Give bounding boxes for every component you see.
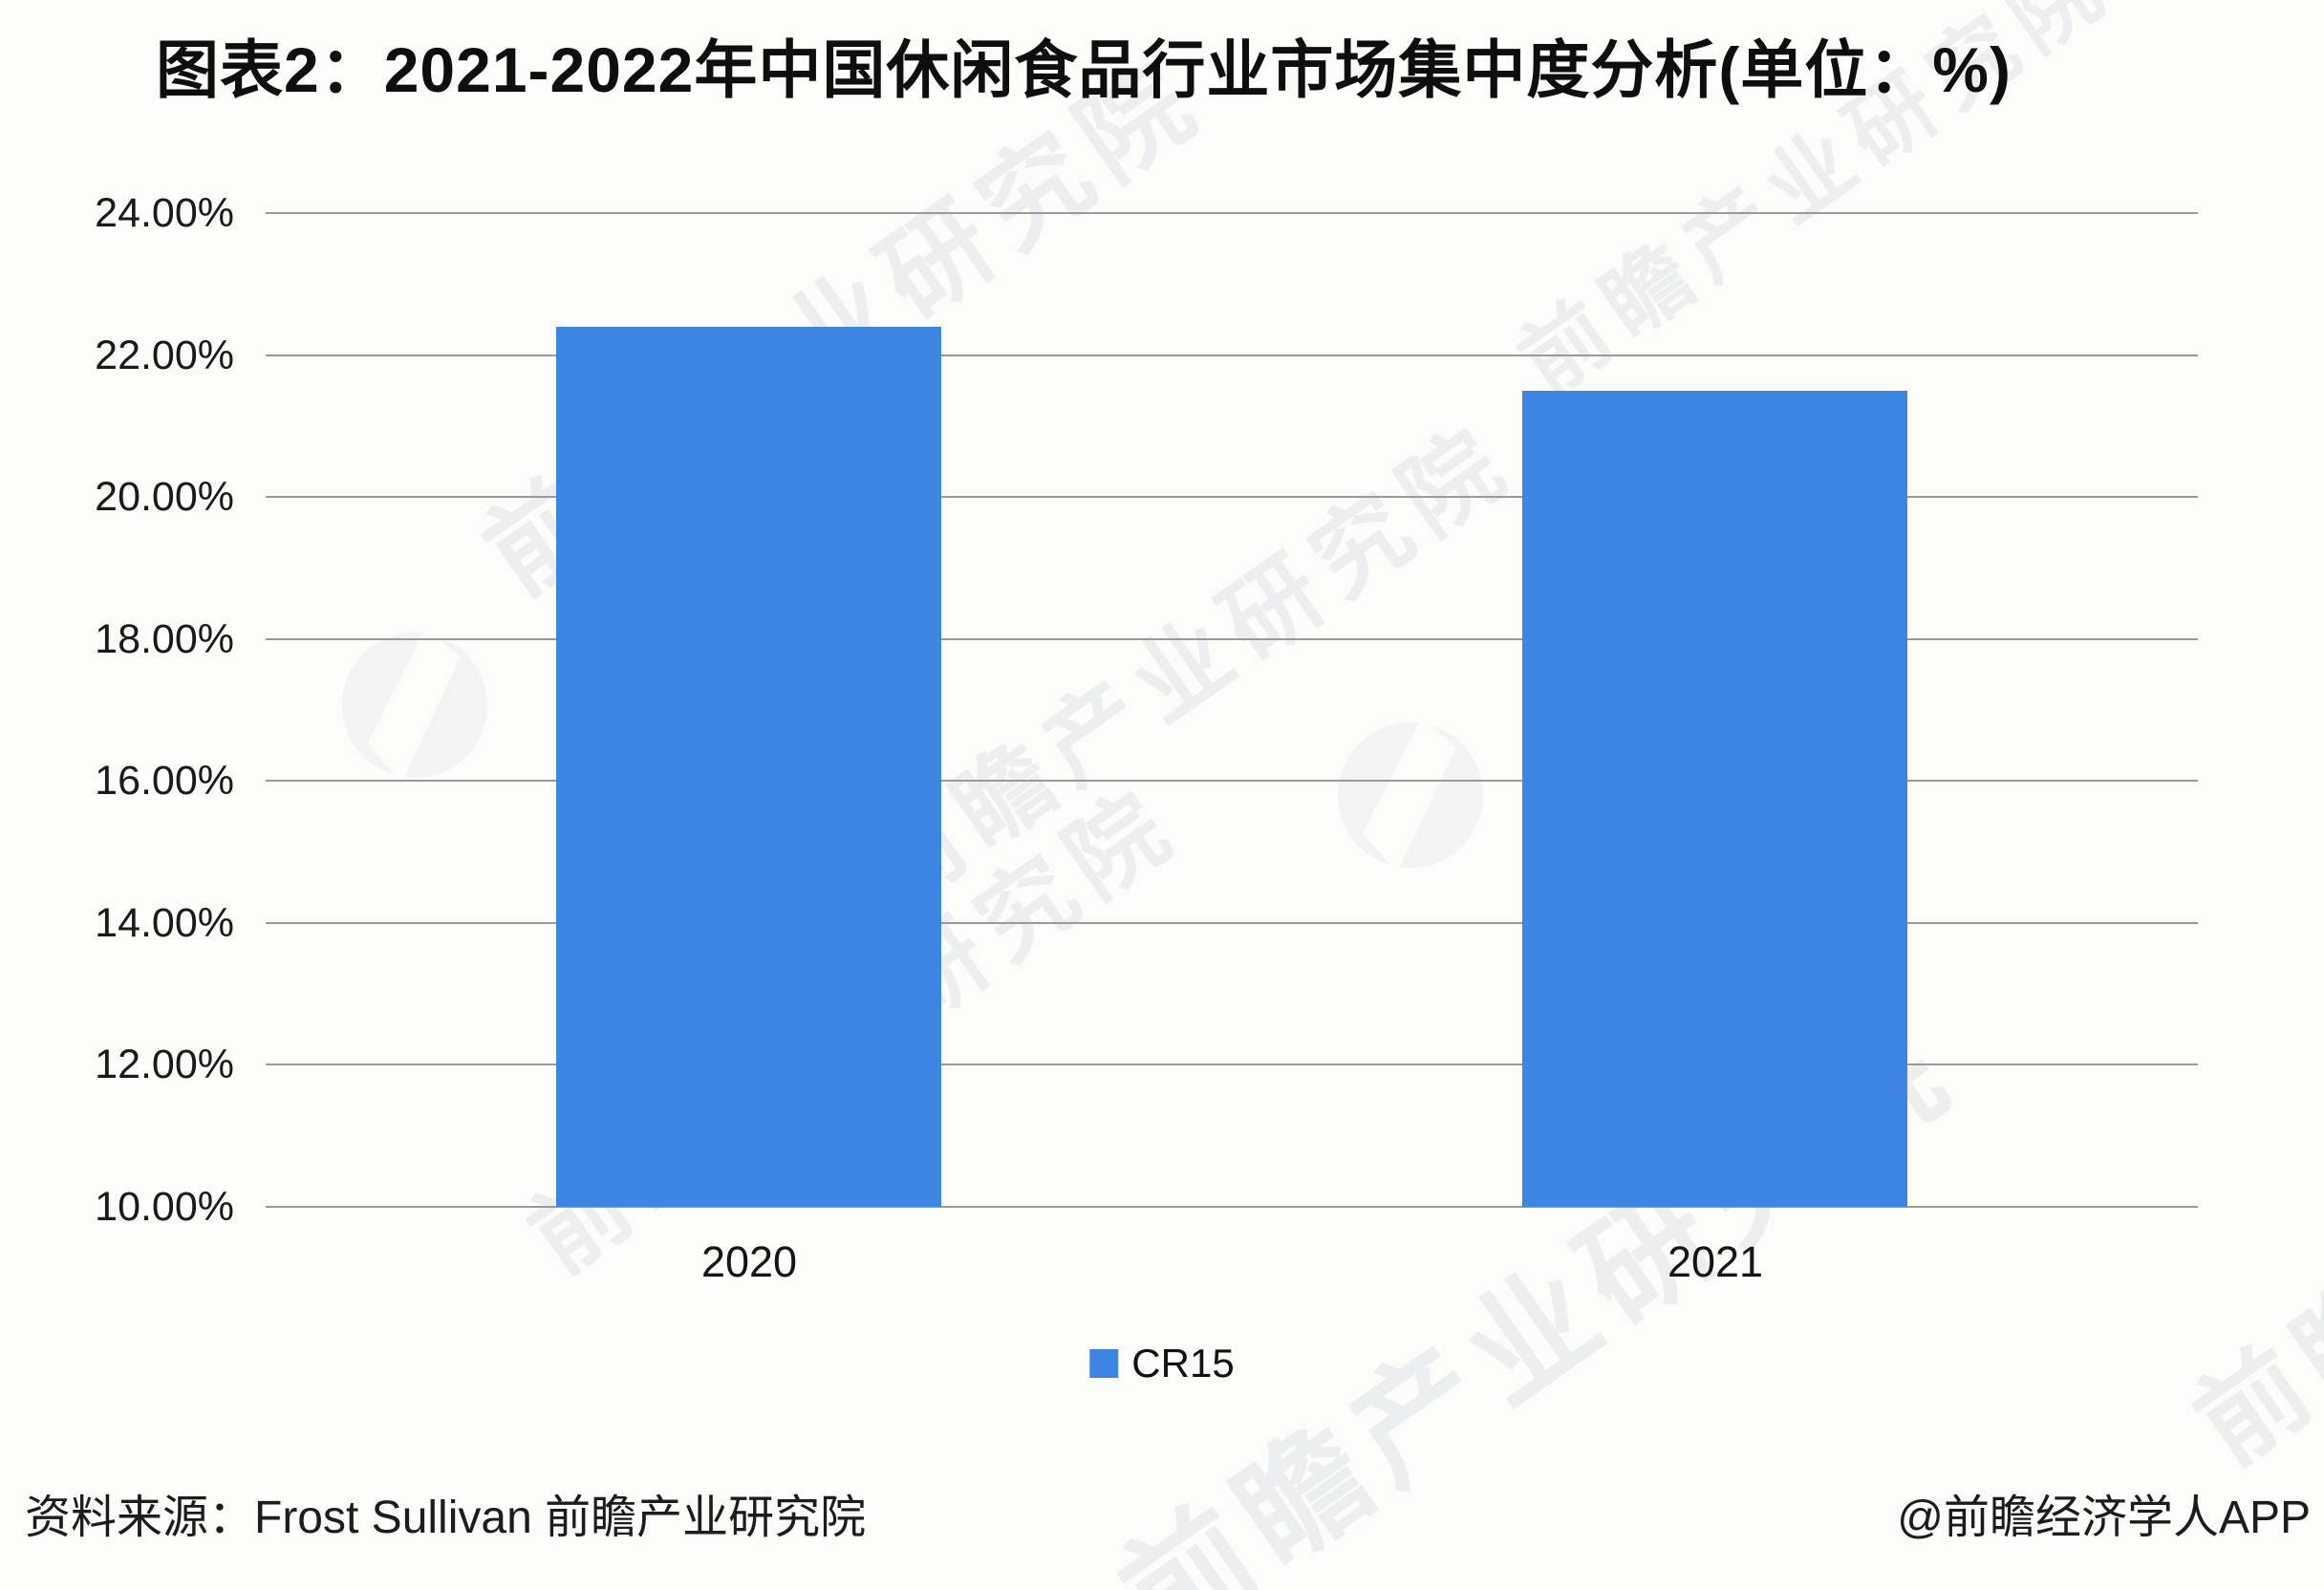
y-tick-label-10.00%: 10.00%: [95, 1184, 234, 1230]
gridline-16.00%: [266, 780, 2198, 783]
credit-text: @前瞻经济学人APP: [1897, 1493, 2311, 1543]
gridline-24.00%: [266, 212, 2198, 214]
gridline-12.00%: [266, 1064, 2198, 1066]
gridline-18.00%: [266, 637, 2198, 640]
bar-CR15-2021: [1522, 391, 1907, 1207]
y-tick-label-18.00%: 18.00%: [95, 615, 234, 662]
bar-CR15-2020: [556, 327, 941, 1207]
y-tick-label-14.00%: 14.00%: [95, 899, 234, 946]
y-tick-label-12.00%: 12.00%: [95, 1042, 234, 1088]
x-tick-label-2021: 2021: [1667, 1237, 1764, 1286]
plot-area: [266, 212, 2198, 1208]
legend-label: CR15: [1131, 1341, 1235, 1386]
footer: 资料来源：Frost Sullivan 前瞻产业研究院 @前瞻经济学人APP: [0, 1479, 2324, 1546]
y-tick-label-20.00%: 20.00%: [95, 474, 234, 521]
y-tick-label-16.00%: 16.00%: [95, 758, 234, 805]
legend-swatch-cr15: [1089, 1349, 1119, 1378]
chart-title: 图表2：2021-2022年中国休闲食品行业市场集中度分析(单位：%): [156, 34, 2012, 105]
gridline-10.00%: [266, 1206, 2198, 1208]
x-tick-label-2020: 2020: [700, 1237, 798, 1286]
gridline-20.00%: [266, 496, 2198, 499]
gridline-22.00%: [266, 354, 2198, 356]
source-text: 资料来源：Frost Sullivan 前瞻产业研究院: [25, 1493, 867, 1543]
legend: CR15: [1089, 1341, 1235, 1386]
y-tick-label-22.00%: 22.00%: [95, 332, 234, 378]
gridline-14.00%: [266, 921, 2198, 924]
y-tick-label-24.00%: 24.00%: [95, 190, 234, 236]
